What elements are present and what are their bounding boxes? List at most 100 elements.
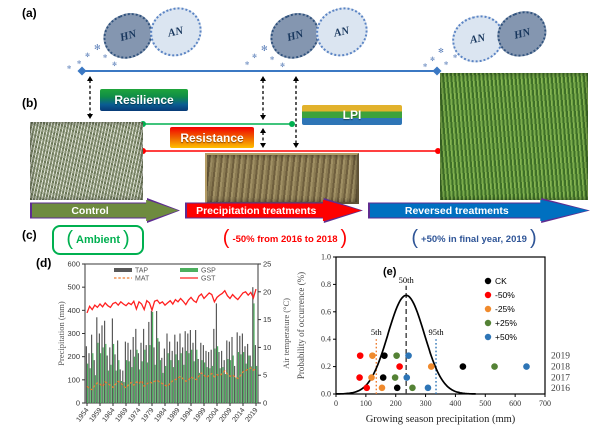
photo-control-plot xyxy=(30,122,143,200)
svg-text:1974: 1974 xyxy=(127,407,142,424)
snowflake-icon: ✻ xyxy=(245,61,250,67)
svg-text:600: 600 xyxy=(67,260,80,269)
ambient-note: ( Ambient ) xyxy=(52,225,144,255)
precipitation-treatments-arrow: Precipitation treatments xyxy=(185,198,363,223)
svg-text:5: 5 xyxy=(263,371,267,380)
svg-text:1954: 1954 xyxy=(75,407,90,424)
svg-text:TAP: TAP xyxy=(135,268,148,275)
svg-text:GST: GST xyxy=(201,276,216,283)
svg-text:Precipitation (mm): Precipitation (mm) xyxy=(56,301,66,366)
minus50-note-text: -50% from 2016 to 2018 xyxy=(232,233,338,245)
snowflake-icon: ✻ xyxy=(252,54,258,60)
svg-text:-25%: -25% xyxy=(495,304,515,314)
svg-text:1964: 1964 xyxy=(101,407,116,424)
snowflake-icon: ✻ xyxy=(444,61,449,67)
svg-text:15: 15 xyxy=(263,315,271,324)
svg-text:95th: 95th xyxy=(428,327,444,337)
paren-icon: ) xyxy=(340,227,348,249)
snowflake-icon: ✻ xyxy=(280,63,286,69)
svg-text:Growing season precipitation (: Growing season precipitation (mm) xyxy=(366,414,516,425)
snowflake-icon: ✻ xyxy=(103,54,108,60)
control-arrow: Control xyxy=(30,198,180,223)
svg-text:0: 0 xyxy=(76,399,80,408)
panel-c-label: (c) xyxy=(22,228,37,242)
paren-icon: ) xyxy=(123,228,130,250)
svg-text:CK: CK xyxy=(495,276,507,286)
snowflake-icon: ✻ xyxy=(261,44,268,53)
svg-text:+50%: +50% xyxy=(495,332,517,342)
snowflake-icon: ✻ xyxy=(77,60,82,66)
svg-text:+25%: +25% xyxy=(495,318,517,328)
svg-text:1984: 1984 xyxy=(153,407,168,424)
paren-icon: ( xyxy=(222,227,230,249)
svg-text:500: 500 xyxy=(479,399,491,408)
svg-text:1959: 1959 xyxy=(88,407,103,424)
svg-text:400: 400 xyxy=(67,306,80,315)
svg-text:100: 100 xyxy=(67,375,80,384)
svg-text:1994: 1994 xyxy=(179,407,194,424)
svg-text:2004: 2004 xyxy=(205,407,220,424)
svg-text:1.0: 1.0 xyxy=(321,253,331,262)
svg-text:-50%: -50% xyxy=(495,290,515,300)
control-arrow-label: Control xyxy=(71,204,109,217)
snowflake-icon: ✻ xyxy=(438,48,444,55)
precipitation-probability-chart: 0.0 0.2 0.4 0.6 0.8 1.0 0 100 200 300 400 500 600 700… xyxy=(296,253,570,426)
snowflake-icon: ✻ xyxy=(270,56,275,62)
arrow-fill xyxy=(369,199,589,222)
snowflake-icon: ✻ xyxy=(453,54,458,60)
svg-text:1989: 1989 xyxy=(166,407,181,424)
svg-text:20: 20 xyxy=(263,287,271,296)
panel-d-label: (d) xyxy=(36,256,52,270)
svg-text:10: 10 xyxy=(263,343,271,352)
svg-text:0.6: 0.6 xyxy=(321,307,331,316)
svg-text:300: 300 xyxy=(67,329,80,338)
svg-text:0.0: 0.0 xyxy=(321,390,331,399)
resistance-box: Resistance xyxy=(170,127,254,148)
svg-text:Probability of occurrence (%): Probability of occurrence (%) xyxy=(296,272,306,379)
svg-text:0.8: 0.8 xyxy=(321,280,331,289)
svg-text:1999: 1999 xyxy=(192,407,207,424)
plus50-note: ( +50% in final year, 2019 ) xyxy=(390,226,558,252)
svg-text:2019: 2019 xyxy=(244,407,259,424)
panel-b-label: (b) xyxy=(22,96,38,110)
arrow-fill xyxy=(31,199,179,222)
snowflake-icon: ✻ xyxy=(94,43,101,52)
svg-text:0: 0 xyxy=(263,399,267,408)
plus50-note-text: +50% in final year, 2019 xyxy=(421,233,527,245)
svg-text:50th: 50th xyxy=(399,275,415,285)
svg-text:GSP: GSP xyxy=(201,268,216,275)
paren-icon: ) xyxy=(529,227,537,249)
photo-drought-plot xyxy=(205,153,359,204)
panel-a-label: (a) xyxy=(22,6,37,20)
svg-text:2019: 2019 xyxy=(551,352,570,362)
svg-text:(e): (e) xyxy=(383,266,397,278)
svg-text:25: 25 xyxy=(263,260,271,269)
ambient-note-text: Ambient xyxy=(76,234,120,246)
snowflake-icon: ✻ xyxy=(430,57,436,63)
svg-text:2016: 2016 xyxy=(551,384,570,394)
svg-text:2017: 2017 xyxy=(551,374,570,384)
svg-text:2018: 2018 xyxy=(551,363,570,373)
photo-recovered-plot xyxy=(440,73,588,200)
timeline-connector-layer xyxy=(77,66,442,154)
svg-text:0: 0 xyxy=(334,399,338,408)
svg-text:700: 700 xyxy=(539,399,551,408)
paren-icon: ( xyxy=(411,227,419,249)
reversed-arrow-label: Reversed treatments xyxy=(404,204,509,217)
snowflake-icon: ✻ xyxy=(67,65,72,71)
svg-text:200: 200 xyxy=(67,352,80,361)
svg-text:0.2: 0.2 xyxy=(321,362,331,371)
svg-text:400: 400 xyxy=(449,399,461,408)
svg-text:1969: 1969 xyxy=(114,407,129,424)
svg-text:Air temperature (°C): Air temperature (°C) xyxy=(281,298,291,369)
svg-text:200: 200 xyxy=(390,399,402,408)
svg-text:300: 300 xyxy=(420,399,432,408)
svg-text:100: 100 xyxy=(360,399,372,408)
svg-text:600: 600 xyxy=(509,399,521,408)
paren-icon: ( xyxy=(66,228,73,250)
annual-climate-chart: 0100200300400500600051015202519541959196… xyxy=(56,260,291,424)
svg-text:500: 500 xyxy=(67,283,80,292)
svg-text:1979: 1979 xyxy=(140,407,155,424)
snowflake-icon: ✻ xyxy=(423,63,428,69)
